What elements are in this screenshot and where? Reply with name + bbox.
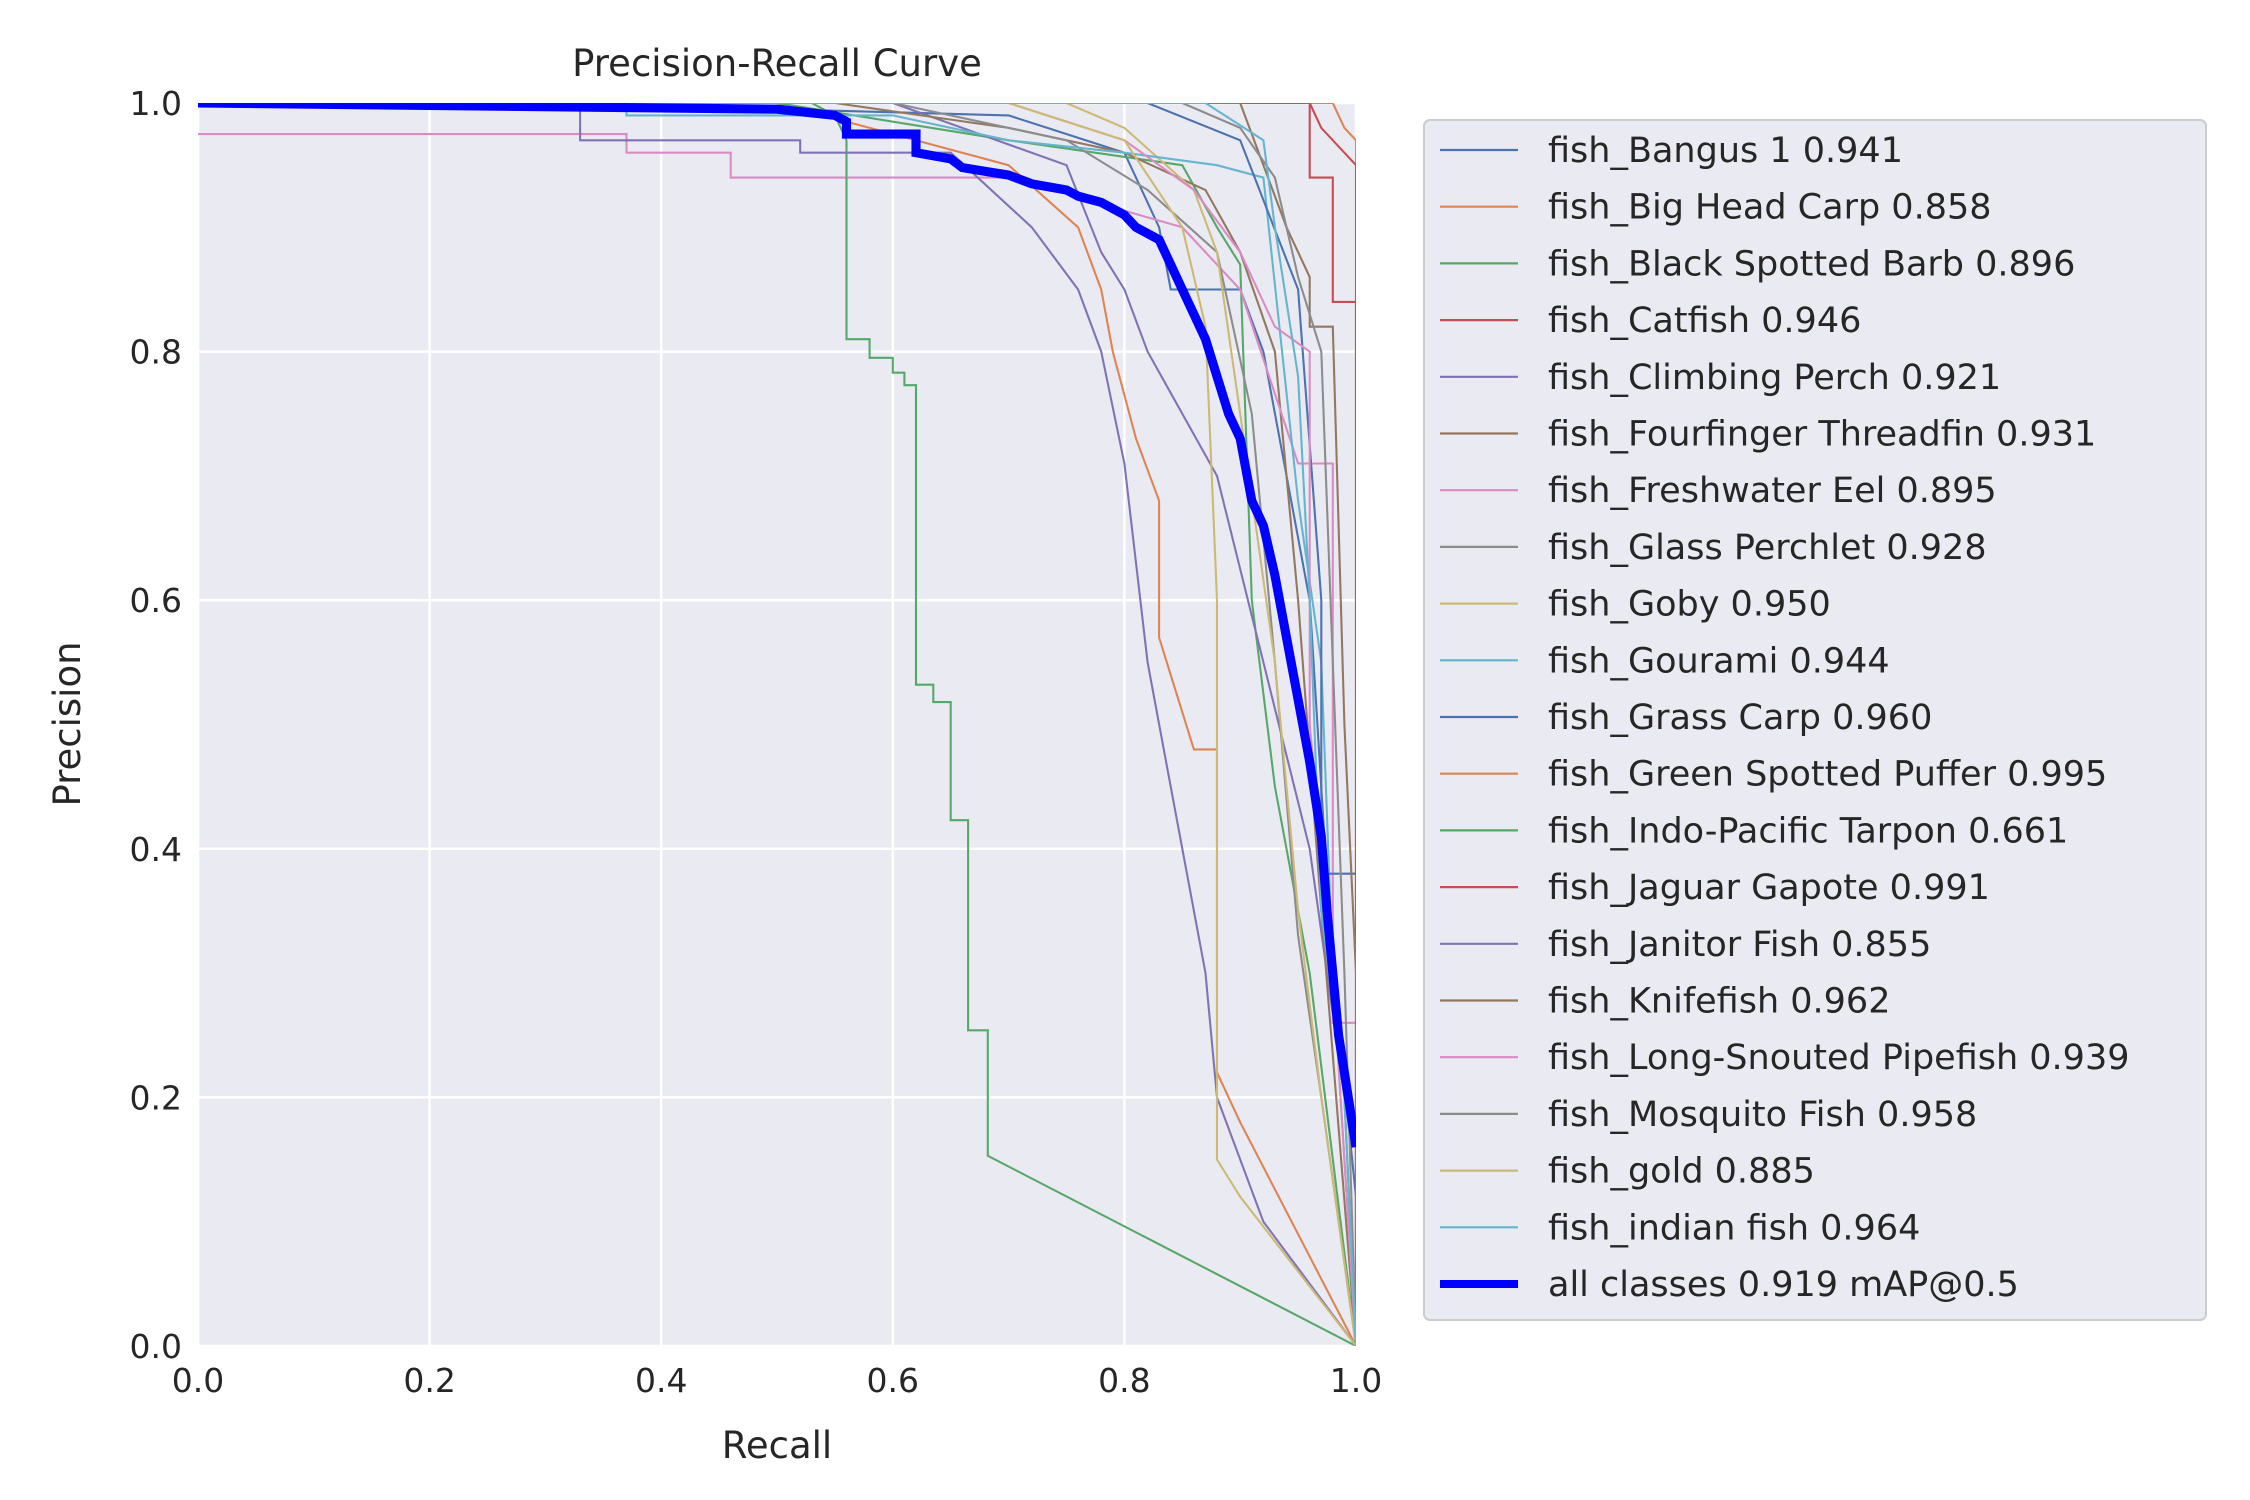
legend-label-7: fish_Glass Perchlet 0.928 [1548, 528, 1987, 568]
series-line-11 [198, 103, 1356, 1346]
x-tick-label: 0.4 [635, 1361, 687, 1400]
legend-label-19: fish_indian fish 0.964 [1548, 1208, 1920, 1248]
legend-label-10: fish_Grass Carp 0.960 [1548, 698, 1932, 738]
series-line-3 [198, 103, 1356, 1346]
y-tick-label: 0.0 [130, 1327, 182, 1366]
y-tick-label: 0.4 [130, 830, 182, 869]
legend-label-13: fish_Jaguar Gapote 0.991 [1548, 868, 1990, 908]
series-line-18 [198, 103, 1356, 1346]
legend-items: fish_Bangus 1 0.941 fish_Big Head Carp 0.… [1440, 131, 2129, 1305]
x-tick-label: 0.6 [867, 1361, 919, 1400]
series-line-12 [198, 103, 1356, 1346]
legend-label-14: fish_Janitor Fish 0.855 [1548, 925, 1931, 965]
series-layer [198, 103, 1356, 1346]
series-line-20 [198, 103, 1356, 1148]
legend-label-15: fish_Knifefish 0.962 [1548, 982, 1890, 1022]
series-line-2 [198, 103, 1356, 1346]
legend-frame [1423, 119, 2207, 1321]
legend-label-5: fish_Fourfinger Threadfin 0.931 [1548, 415, 2096, 455]
chart-title: Precision-Recall Curve [572, 42, 982, 85]
series-line-13 [198, 103, 1356, 1346]
x-tick-label: 0.8 [1098, 1361, 1150, 1400]
x-axis-title: Recall [722, 1424, 832, 1467]
series-line-8 [198, 103, 1356, 1346]
legend-label-9: fish_Gourami 0.944 [1548, 641, 1890, 681]
legend-label-4: fish_Climbing Perch 0.921 [1548, 358, 2001, 398]
y-axis-title: Precision [46, 641, 89, 806]
series-line-15 [198, 103, 1356, 1346]
series-line-4 [198, 103, 1356, 1346]
plot-background [198, 103, 1356, 1346]
legend-label-6: fish_Freshwater Eel 0.895 [1548, 471, 1997, 511]
y-tick-label: 0.6 [130, 581, 182, 620]
x-tick-label: 0.0 [172, 1361, 224, 1400]
series-line-14 [198, 103, 1356, 1346]
y-tick-label: 0.2 [130, 1078, 182, 1117]
tick-labels: 0.0 0.2 0.4 0.6 0.8 1.0 0.0 0.2 0.4 0.6 0.8 1.0 [130, 84, 1383, 1400]
y-tick-label: 1.0 [130, 84, 182, 123]
legend-label-8: fish_Goby 0.950 [1548, 585, 1831, 625]
series-line-9 [198, 103, 1356, 1346]
legend-label-20: all classes 0.919 mAP@0.5 [1548, 1265, 2019, 1305]
legend-label-18: fish_gold 0.885 [1548, 1152, 1815, 1192]
grid-lines [196, 101, 1358, 1348]
series-line-17 [198, 103, 1356, 1346]
legend-label-1: fish_Big Head Carp 0.858 [1548, 188, 1992, 228]
x-tick-label: 0.2 [403, 1361, 455, 1400]
legend-label-3: fish_Catfish 0.946 [1548, 301, 1861, 341]
legend-label-17: fish_Mosquito Fish 0.958 [1548, 1095, 1977, 1135]
series-line-7 [198, 103, 1356, 1346]
y-tick-label: 0.8 [130, 333, 182, 372]
legend-label-2: fish_Black Spotted Barb 0.896 [1548, 244, 2075, 284]
legend: fish_Bangus 1 0.941 fish_Big Head Carp 0.… [1423, 119, 2207, 1321]
legend-label-12: fish_Indo-Pacific Tarpon 0.661 [1548, 811, 2068, 851]
legend-label-11: fish_Green Spotted Puffer 0.995 [1548, 755, 2107, 795]
legend-label-16: fish_Long-Snouted Pipefish 0.939 [1548, 1038, 2129, 1078]
legend-label-0: fish_Bangus 1 0.941 [1548, 131, 1903, 171]
x-tick-label: 1.0 [1330, 1361, 1382, 1400]
